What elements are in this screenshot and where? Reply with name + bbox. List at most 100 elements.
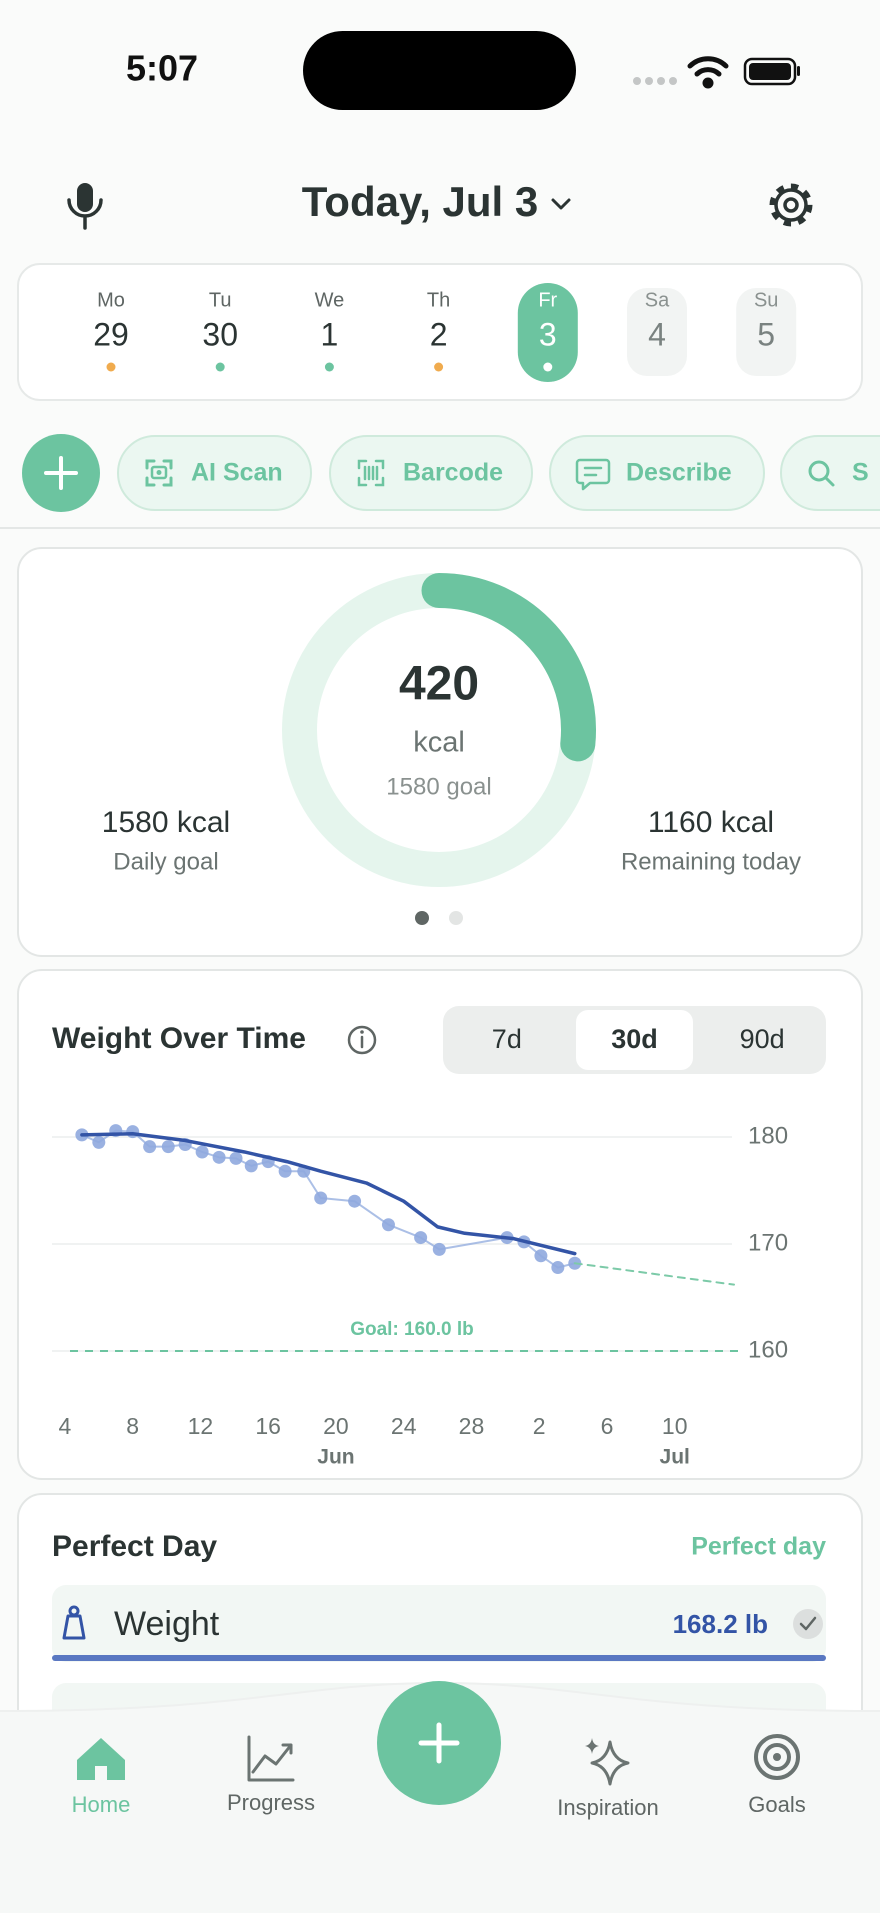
day-cell[interactable]: Mo 29: [93, 289, 129, 372]
settings-button-part[interactable]: [783, 197, 799, 213]
chip-describe-part[interactable]: Describe: [626, 459, 732, 487]
nav-inspiration-part[interactable]: Inspiration: [557, 1795, 659, 1820]
range-selected: [576, 1010, 693, 1070]
chip-describe-part[interactable]: [575, 458, 611, 491]
chip-ai-scan[interactable]: AI Scan: [117, 435, 312, 511]
range-option[interactable]: 30d: [576, 1010, 693, 1070]
goal-label: Goal: 160.0 lb: [350, 1319, 474, 1340]
add-button-part[interactable]: [44, 456, 78, 490]
weight-icon-part: [62, 1614, 86, 1640]
chip-ai-scan-part[interactable]: AI Scan: [191, 459, 283, 487]
nav-goals-part[interactable]: [754, 1734, 800, 1780]
y-tick-label: 170: [748, 1229, 788, 1256]
nav-goals-part[interactable]: [773, 1753, 781, 1761]
day-name: Tu: [209, 289, 232, 311]
habit-check-part[interactable]: [799, 1616, 817, 1631]
settings-button[interactable]: [769, 183, 813, 227]
date-chevron[interactable]: [551, 198, 571, 210]
habit-row[interactable]: [52, 1585, 826, 1662]
day-selected-pill: [517, 283, 578, 382]
day-date: 1: [321, 316, 339, 352]
nav-progress-part[interactable]: [247, 1735, 295, 1782]
weight-point: [212, 1150, 226, 1164]
weight-point: [278, 1164, 292, 1178]
day-future-pill: [736, 288, 797, 376]
chip-describe[interactable]: Describe: [549, 435, 765, 511]
info-icon[interactable]: [347, 1025, 377, 1055]
chip-search-part[interactable]: S: [852, 459, 869, 487]
chip-ai-scan-part[interactable]: [145, 459, 173, 487]
chart-title: Weight Over Time: [52, 1022, 306, 1055]
chip-barcode[interactable]: Barcode: [329, 435, 533, 511]
signal-icon-part: [633, 77, 641, 85]
habit-check-part[interactable]: [793, 1609, 823, 1639]
x-tick-label: 24: [391, 1413, 417, 1439]
info-icon-part[interactable]: [347, 1025, 377, 1055]
chip-ai-scan-part[interactable]: [150, 465, 168, 480]
day-name: Fr: [538, 289, 557, 311]
chip-ai-scan-part[interactable]: [117, 435, 312, 511]
forecast-line: [573, 1262, 735, 1286]
settings-button-part[interactable]: [769, 183, 813, 227]
day-dot: [543, 362, 553, 372]
day-future-pill: [627, 288, 687, 376]
nav-inspiration[interactable]: Inspiration: [557, 1738, 659, 1820]
nav-inspiration-part[interactable]: [590, 1740, 630, 1786]
nav-home-part[interactable]: Home: [72, 1792, 131, 1817]
day-cell[interactable]: We 1: [315, 289, 345, 372]
nav-inspiration-part[interactable]: [585, 1738, 599, 1754]
mic-button-part[interactable]: [67, 198, 103, 230]
mic-button[interactable]: [67, 183, 103, 230]
nav-goals-part[interactable]: Goals: [748, 1792, 805, 1817]
day-cell[interactable]: Fr 3: [517, 283, 578, 382]
x-tick-label: 4: [59, 1413, 72, 1439]
habit-label: Weight: [114, 1605, 220, 1643]
range-label: 30d: [611, 1024, 658, 1054]
nav-home[interactable]: Home: [72, 1738, 131, 1817]
mic-button-part[interactable]: [77, 183, 93, 212]
chip-search-part[interactable]: [808, 460, 830, 482]
chip-search[interactable]: S: [780, 435, 880, 511]
wifi-icon-part: [702, 77, 714, 89]
pager-dot[interactable]: [449, 911, 463, 925]
nav-goals[interactable]: Goals: [748, 1734, 806, 1817]
battery-icon: [743, 57, 800, 86]
nav-goals-part[interactable]: [763, 1743, 791, 1771]
chip-barcode-part[interactable]: [329, 435, 533, 511]
settings-button-part[interactable]: [774, 188, 808, 222]
chip-barcode-part[interactable]: [357, 459, 385, 487]
info-icon-part[interactable]: [360, 1030, 364, 1034]
chip-barcode-part[interactable]: Barcode: [403, 459, 503, 487]
day-cell[interactable]: Sa 4: [627, 288, 687, 376]
habit-check[interactable]: [793, 1609, 823, 1639]
add-button[interactable]: [22, 434, 100, 512]
range-option[interactable]: 7d: [492, 1024, 522, 1054]
range-option[interactable]: 90d: [740, 1024, 785, 1054]
day-name: Su: [754, 289, 778, 311]
nav-home-part[interactable]: [95, 1766, 107, 1780]
trend-line: [80, 1132, 577, 1256]
chip-search-part[interactable]: [780, 435, 880, 511]
nav-progress[interactable]: Progress: [227, 1735, 315, 1815]
divider: [0, 527, 880, 529]
chip-ai-scan-part[interactable]: [156, 470, 162, 475]
day-cell[interactable]: Su 5: [736, 288, 797, 376]
remaining-value: 1160 kcal: [648, 806, 774, 839]
day-cell[interactable]: Th 2: [427, 289, 450, 372]
day-cell[interactable]: Tu 30: [202, 289, 238, 372]
fab-add[interactable]: [377, 1681, 501, 1805]
chip-describe-part[interactable]: [549, 435, 765, 511]
weight-point: [381, 1218, 395, 1232]
y-tick-label: 180: [748, 1122, 788, 1149]
x-tick-label: 20: [323, 1413, 349, 1439]
chip-search-part[interactable]: [824, 476, 835, 487]
fab-add-part[interactable]: [418, 1722, 460, 1764]
range-label: 7d: [492, 1024, 522, 1054]
nav-home-part[interactable]: [77, 1738, 125, 1780]
x-tick-label: 10: [662, 1413, 688, 1439]
nav-progress-part[interactable]: Progress: [227, 1790, 315, 1815]
pager-dot[interactable]: [415, 911, 429, 925]
header-title[interactable]: Today, Jul 3: [302, 178, 539, 225]
